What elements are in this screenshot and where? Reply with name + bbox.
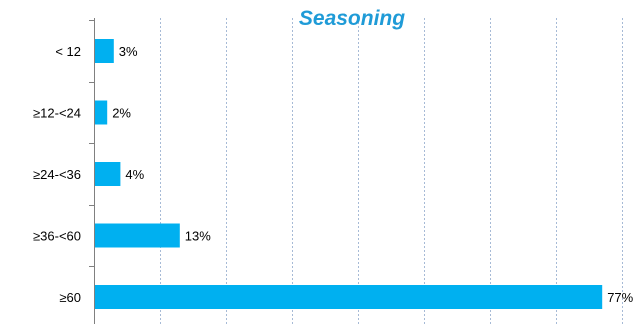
category-label: ≥36-<60 (33, 229, 81, 244)
bar (95, 223, 180, 248)
value-label: 4% (125, 167, 144, 182)
category-label: ≥12-<24 (33, 106, 81, 121)
category-label: ≥24-<36 (33, 167, 81, 182)
value-label: 2% (112, 106, 131, 121)
bar (95, 39, 114, 63)
bar-layer (95, 39, 603, 309)
chart-title: Seasoning (299, 7, 405, 30)
category-label: < 12 (55, 44, 81, 59)
value-label: 3% (119, 44, 138, 59)
value-label: 13% (185, 229, 211, 244)
bar (95, 162, 121, 186)
label-layer: < 12 3% ≥12-<24 2% ≥24-<36 4% ≥36-<60 13% ≥60 77% (33, 44, 634, 305)
value-label: 77% (607, 290, 633, 305)
bar (95, 285, 603, 309)
category-label: ≥60 (59, 290, 81, 305)
grid-layer (160, 18, 623, 324)
bar (95, 100, 108, 125)
axis-layer (89, 18, 95, 324)
